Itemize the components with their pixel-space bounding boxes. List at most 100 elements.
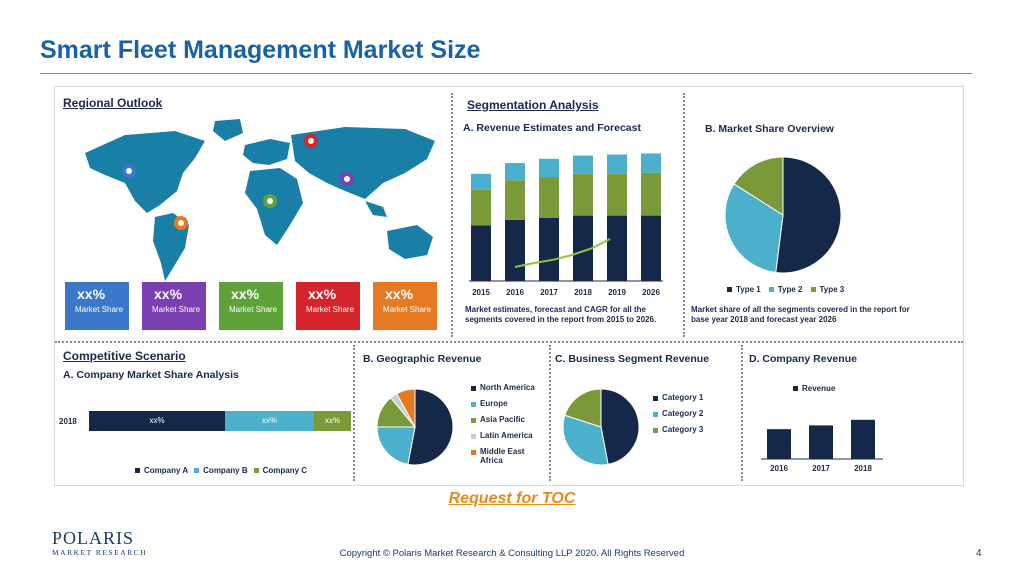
revenue-bar-2019-seg1 [607,215,627,281]
geographic-legend-item: Asia Pacific [471,415,551,424]
segmentation-title: Segmentation Analysis [467,98,599,112]
legend-swatch [253,468,259,474]
revenue-bar-2015-seg2 [471,189,491,226]
divider-vertical-1 [451,93,453,337]
region-tile-label: Market Share [229,305,278,314]
page-number: 4 [976,548,982,559]
revenue-bar-2026-seg2 [641,172,661,216]
legend-swatch [727,287,732,293]
legend-swatch [471,386,476,391]
polaris-logo: POLARIS MARKET RESEARCH [52,528,147,557]
revenue-bar-2019-seg2 [607,173,627,216]
legend-label: Company C [262,466,308,475]
request-toc-link[interactable]: Request for TOC [448,490,576,507]
business-segment-pie [562,388,640,466]
revenue-cagr-line [514,238,611,268]
legend-swatch [471,402,476,407]
legend-swatch [471,434,476,439]
revenue-bar-2026-seg1 [641,215,661,281]
north-america-shape [85,131,205,213]
geographic-slice-2 [376,426,416,465]
geographic-legend-item: Middle East Africa [471,447,551,465]
divider-vertical-4 [549,345,551,481]
business-segment-legend-item: Category 3 [653,425,739,434]
geographic-legend: North America Europe Asia Pacific Latin Ame… [471,383,551,472]
legend-label: North America [480,383,535,392]
business-segment-legend-item: Category 1 [653,393,739,402]
revenue-tick-2017: 2017 [540,288,558,297]
business-segment-slice-1 [600,388,640,465]
legend-swatch [194,468,200,474]
legend-swatch [653,428,658,433]
company-bar-segment-3: xx% [314,411,351,431]
region-tile-label: Market Share [152,305,201,314]
divider-vertical-5 [741,345,743,481]
market-share-legend: Type 1 Type 2 Type 3 [727,279,927,297]
market-share-legend-item: Type 3 [810,285,845,294]
logo-subtitle: MARKET RESEARCH [52,548,148,557]
region-tile-3: xx% Market Share [219,282,283,330]
world-map [85,119,435,281]
geographic-legend-item: Latin America [471,431,551,440]
australia-shape [387,225,433,259]
region-tile-pct: xx% [308,286,337,302]
company-legend-item: Company A [135,466,188,475]
divider-vertical-3 [353,345,355,481]
market-share-slice-1 [775,156,842,274]
legend-label: Company B [203,466,248,475]
market-share-slice-3 [733,156,784,216]
revenue-bar-2016-seg3 [505,163,525,181]
revenue-bar-2018-seg2 [573,173,593,216]
revenue-bar-2019-seg3 [607,154,627,174]
slide-title: Smart Fleet Management Market Size [40,36,481,64]
market-share-note: Market share of all the segments covered… [691,305,910,324]
geographic-pie [376,388,454,466]
legend-label: Type 3 [819,285,845,294]
company-revenue-chart: 2016 2017 2018 [761,419,883,473]
business-segment-legend: Category 1 Category 2 Category 3 [653,393,739,441]
south-america-shape [153,213,189,281]
title-divider [40,73,972,74]
business-segment-slice-3 [564,388,602,428]
map-pins [122,134,354,230]
legend-swatch [471,450,476,455]
revenue-bar-2015-seg1 [471,225,491,281]
revenue-bar-2017-seg1 [539,217,559,281]
market-share-title: B. Market Share Overview [705,123,834,135]
revenue-forecast-note: Market estimates, forecast and CAGR for … [465,305,657,324]
region-tile-1: xx% Market Share [65,282,129,330]
company-share-row-label: 2018 [59,417,77,426]
company-revenue-legend: Revenue [793,384,835,393]
market-share-legend-item: Type 1 [727,285,761,294]
company-share-legend: Company A Company B Company C [135,460,313,478]
region-tile-pct: xx% [385,286,414,302]
legend-label: Asia Pacific [480,415,525,424]
region-tile-pct: xx% [154,286,183,302]
company-legend-item: Company C [253,466,308,475]
southeast-asia-shape [365,201,387,217]
revenue-forecast-chart: 2015 2016 2017 2018 2019 2026 [469,153,663,297]
geographic-slice-5 [396,388,416,428]
legend-label: Type 1 [736,285,761,294]
region-tile-5: xx% Market Share [373,282,437,330]
legend-swatch [653,412,658,417]
company-share-bar: xx% xx% xx% [89,411,351,431]
infographic-panel: Regional Outlook xx% Market Share xx% Marke… [54,86,964,486]
revenue-tick-2026: 2026 [642,288,660,297]
region-tile-label: Market Share [306,305,355,314]
region-tile-pct: xx% [231,286,260,302]
company-bar-segment-2: xx% [225,411,314,431]
competitive-title: Competitive Scenario [63,349,186,363]
revenue-bar-2026-seg3 [641,153,661,173]
revenue-bar-2017-seg3 [539,158,559,178]
logo-brand: POLARIS [52,528,135,548]
market-share-legend-item: Type 2 [768,285,803,294]
geographic-legend-item: North America [471,383,551,392]
legend-swatch [135,468,140,474]
region-tile-label: Market Share [75,305,124,314]
market-share-pie [724,156,842,274]
legend-swatch [653,396,658,401]
geographic-legend-item: Europe [471,399,551,408]
legend-swatch [768,287,774,293]
company-revenue-tick-2018: 2018 [854,464,872,473]
